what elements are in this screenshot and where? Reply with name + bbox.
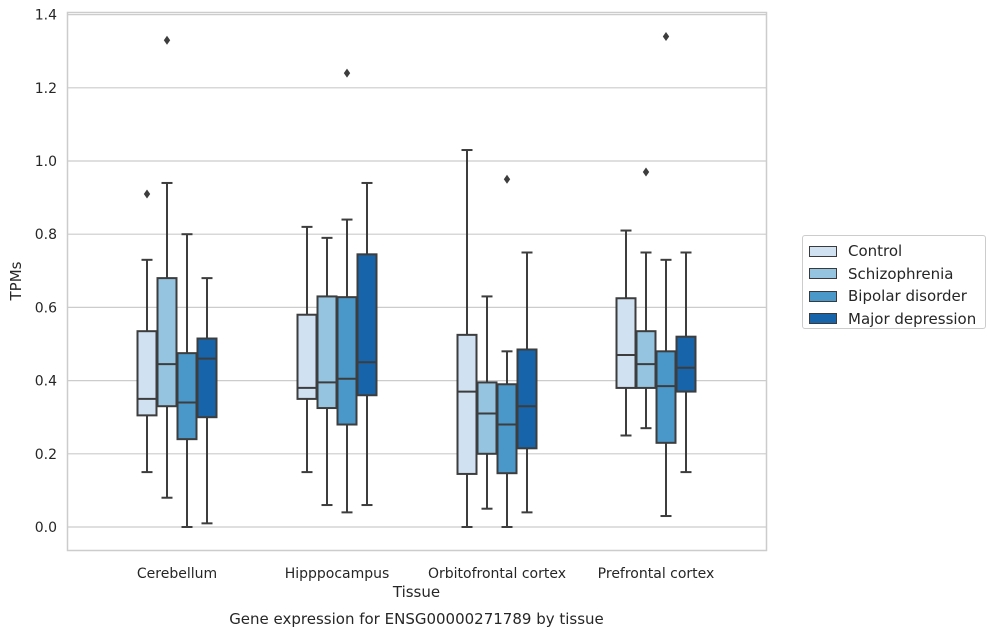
box-group	[496, 174, 518, 528]
box-group	[136, 189, 158, 474]
y-tick-label: 0.0	[35, 520, 57, 536]
legend-label: Bipolar disorder	[848, 287, 967, 306]
legend-swatch	[809, 313, 837, 325]
iqr-box	[196, 337, 218, 419]
iqr-box	[456, 333, 478, 475]
iqr-box	[516, 348, 538, 450]
legend-label: Major depression	[848, 309, 977, 328]
outlier-point	[343, 68, 351, 78]
plot-area-border	[66, 11, 768, 552]
y-tick-label: 1.4	[35, 8, 57, 24]
iqr-box	[476, 381, 498, 455]
box-group	[176, 233, 198, 528]
y-tick-label: 0.2	[35, 447, 57, 463]
iqr-box	[136, 330, 158, 417]
outlier-point	[503, 174, 511, 184]
box-group	[196, 277, 218, 525]
box-group	[516, 251, 538, 514]
legend-swatch	[809, 290, 837, 302]
legend-label: Schizophrenia	[848, 264, 954, 283]
y-tick-label: 0.8	[35, 227, 57, 243]
boxes	[136, 32, 697, 528]
legend-swatch	[809, 245, 837, 257]
legend-item-major-depression: Major depression	[809, 308, 979, 331]
iqr-box	[156, 277, 178, 408]
iqr-box	[496, 383, 518, 475]
box-group	[655, 32, 677, 518]
legend-label: Control	[848, 242, 903, 261]
box-group	[635, 167, 657, 430]
y-tick-label: 0.6	[35, 300, 57, 316]
x-axis-label: Tissue	[392, 583, 441, 601]
y-axis-label: TPMs	[7, 261, 25, 301]
legend-item-bipolar-disorder: Bipolar disorder	[809, 285, 979, 308]
outlier-point	[662, 32, 670, 42]
x-tick-label: Hipppocampus	[285, 566, 390, 582]
iqr-box	[316, 295, 338, 410]
iqr-box	[615, 297, 637, 389]
iqr-box	[675, 335, 697, 393]
legend: Control Schizophrenia Bipolar disorder M…	[802, 235, 986, 329]
legend-swatch	[809, 268, 837, 280]
box-group	[336, 68, 358, 514]
box-group	[356, 181, 378, 507]
gridlines	[67, 14, 766, 528]
box-group	[296, 225, 318, 474]
x-tick-labels: Cerebellum Hipppocampus Orbitofrontal cort…	[137, 566, 714, 582]
legend-item-control: Control	[809, 240, 979, 263]
iqr-box	[176, 352, 198, 441]
outlier-point	[642, 167, 650, 177]
x-tick-label: Orbitofrontal cortex	[428, 566, 566, 582]
box-group	[476, 295, 498, 510]
box-group	[316, 236, 338, 507]
y-tick-label: 1.2	[35, 81, 57, 97]
legend-item-schizophrenia: Schizophrenia	[809, 263, 979, 286]
box-group	[156, 35, 178, 499]
iqr-box	[635, 330, 657, 389]
y-tick-labels: 0.0 0.2 0.4 0.6 0.8 1.0 1.2 1.4	[35, 8, 57, 536]
iqr-box	[336, 296, 358, 426]
outlier-point	[143, 189, 151, 199]
x-tick-label: Cerebellum	[137, 566, 217, 582]
box-group	[456, 149, 478, 528]
box-group	[675, 251, 697, 474]
outlier-point	[163, 35, 171, 45]
iqr-box	[296, 313, 318, 400]
chart-caption: Gene expression for ENSG00000271789 by t…	[229, 610, 604, 628]
box-group	[615, 229, 637, 437]
iqr-box	[655, 350, 677, 444]
x-tick-label: Prefrontal cortex	[598, 566, 715, 582]
y-tick-label: 1.0	[35, 154, 57, 170]
iqr-box	[356, 253, 378, 397]
y-tick-label: 0.4	[35, 374, 57, 390]
